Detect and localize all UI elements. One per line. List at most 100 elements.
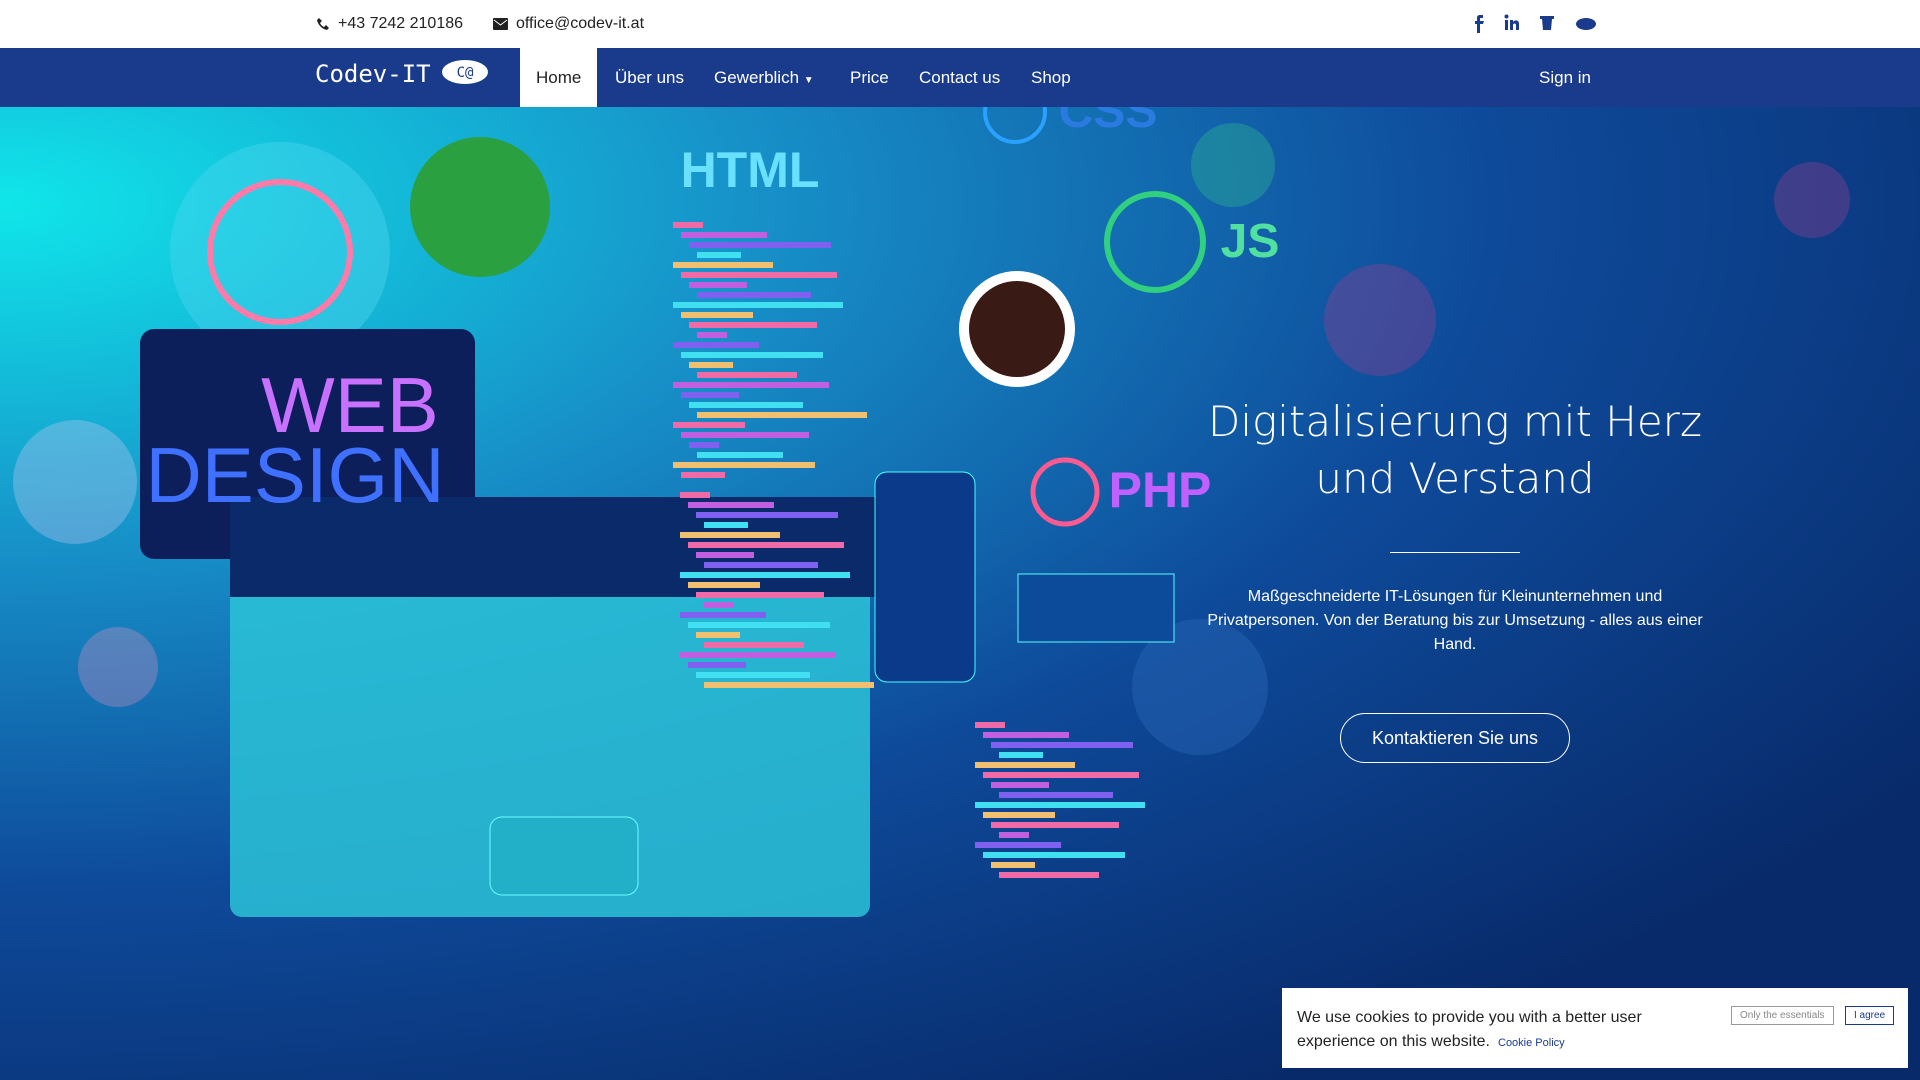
code-bar [697, 252, 741, 258]
code-bar [697, 452, 783, 458]
nav-item[interactable]: Shop [1031, 68, 1071, 87]
code-bar [673, 302, 843, 308]
code-bar [680, 492, 710, 498]
code-bar [999, 752, 1043, 758]
code-bar [999, 872, 1099, 878]
docker-icon[interactable] [1576, 18, 1596, 30]
code-bar [704, 562, 818, 568]
code-bar [697, 372, 797, 378]
code-bar [975, 762, 1075, 768]
nav-item[interactable]: Contact us [919, 68, 1001, 87]
code-bar [983, 772, 1139, 778]
code-bar [681, 232, 767, 238]
linkedin[interactable] [1504, 14, 1520, 31]
label-web: WEB [261, 361, 439, 449]
contact-button[interactable]: Kontaktieren Sie uns [1340, 713, 1570, 763]
code-bar [681, 352, 823, 358]
code-bar [688, 662, 746, 668]
code-bar [689, 442, 719, 448]
code-bar [975, 842, 1061, 848]
code-bar [673, 382, 829, 388]
code-bar [689, 242, 831, 248]
code-bar [991, 742, 1133, 748]
essentials-button[interactable]: Only the essentials [1731, 1006, 1834, 1025]
code-bar [680, 652, 836, 658]
phone[interactable]: +43 7242 210186 [316, 15, 463, 33]
svg-text:C@: C@ [457, 65, 474, 81]
facebook[interactable] [1475, 15, 1484, 33]
hero-text: Maßgeschneiderte IT-Lösungen für Kleinun… [1207, 588, 1703, 653]
caret: ▼ [803, 75, 814, 86]
code-bar [681, 432, 809, 438]
code-bar [689, 402, 803, 408]
code-bar [991, 782, 1049, 788]
navbar: Codev-IT C@ Home Über uns Gewerblich ▼ Pric… [0, 48, 1920, 107]
code-bar [697, 412, 867, 418]
code-bar [999, 792, 1113, 798]
cookie-banner: We use cookies to provide you with a bet… [1282, 988, 1908, 1068]
code-bar [696, 632, 740, 638]
code-bar [697, 292, 811, 298]
code-bar [689, 282, 747, 288]
code-bar [681, 312, 753, 318]
hero-title-2: und Verstand [1315, 454, 1595, 503]
cookie-policy[interactable]: Cookie Policy [1498, 1037, 1565, 1049]
code-bar [688, 502, 774, 508]
code-bar [975, 802, 1145, 808]
logo[interactable]: Codev-IT [315, 60, 431, 88]
code-bar [673, 342, 759, 348]
top-bar: +43 7242 210186 office@codev-it.at [0, 0, 1920, 48]
divider [1390, 552, 1520, 553]
cookie-text: We use cookies to provide you with a bet… [1297, 1009, 1642, 1050]
code-bar [696, 512, 838, 518]
bokeh [13, 123, 1850, 755]
hero: HTML CSS JS PHP WEB DESIGN Digitalisieru… [0, 107, 1920, 1080]
code-bar [681, 472, 725, 478]
nav-item[interactable]: Price [850, 68, 889, 87]
agree-button[interactable]: I agree [1845, 1006, 1895, 1025]
code-bar [696, 592, 824, 598]
code-bar [991, 822, 1119, 828]
email[interactable]: office@codev-it.at [493, 15, 644, 33]
code-bar [681, 272, 837, 278]
hero-title-1: Digitalisierung mit Herz [1207, 397, 1702, 446]
code-lines [673, 222, 1145, 878]
nav-item[interactable]: Gewerblich ▼ [714, 68, 814, 87]
label-css: CSS [1059, 107, 1158, 138]
shop-icon[interactable] [1540, 16, 1554, 30]
code-bar [697, 332, 727, 338]
code-bar [704, 642, 804, 648]
code-bar [688, 582, 760, 588]
mail-icon [493, 18, 508, 30]
label-js: JS [1221, 215, 1280, 268]
code-bar [991, 862, 1035, 868]
email-text: office@codev-it.at [516, 15, 645, 32]
code-bar [680, 612, 766, 618]
label-design: DESIGN [145, 431, 444, 519]
code-bar [983, 852, 1125, 858]
code-bar [696, 552, 754, 558]
code-bar [681, 392, 739, 398]
code-bar [704, 522, 748, 528]
sign-in[interactable]: Sign in [1539, 68, 1591, 87]
code-bar [688, 542, 844, 548]
code-bar [680, 532, 780, 538]
label-html: HTML [681, 142, 820, 198]
code-bar [696, 672, 810, 678]
code-bar [673, 262, 773, 268]
code-bar [983, 732, 1069, 738]
nav-item[interactable]: Über uns [615, 68, 684, 87]
social-icons [1475, 14, 1596, 33]
code-bar [999, 832, 1029, 838]
phone-text: +43 7242 210186 [338, 15, 464, 32]
label-php: PHP [1109, 462, 1212, 518]
code-bar [680, 572, 850, 578]
cookie-message: We use cookies to provide you with a bet… [1297, 1006, 1677, 1055]
code-bar [983, 812, 1055, 818]
code-bar [673, 422, 745, 428]
nav-item[interactable]: Home [520, 48, 598, 107]
logo-badge: C@ [442, 60, 488, 84]
code-bar [689, 362, 733, 368]
